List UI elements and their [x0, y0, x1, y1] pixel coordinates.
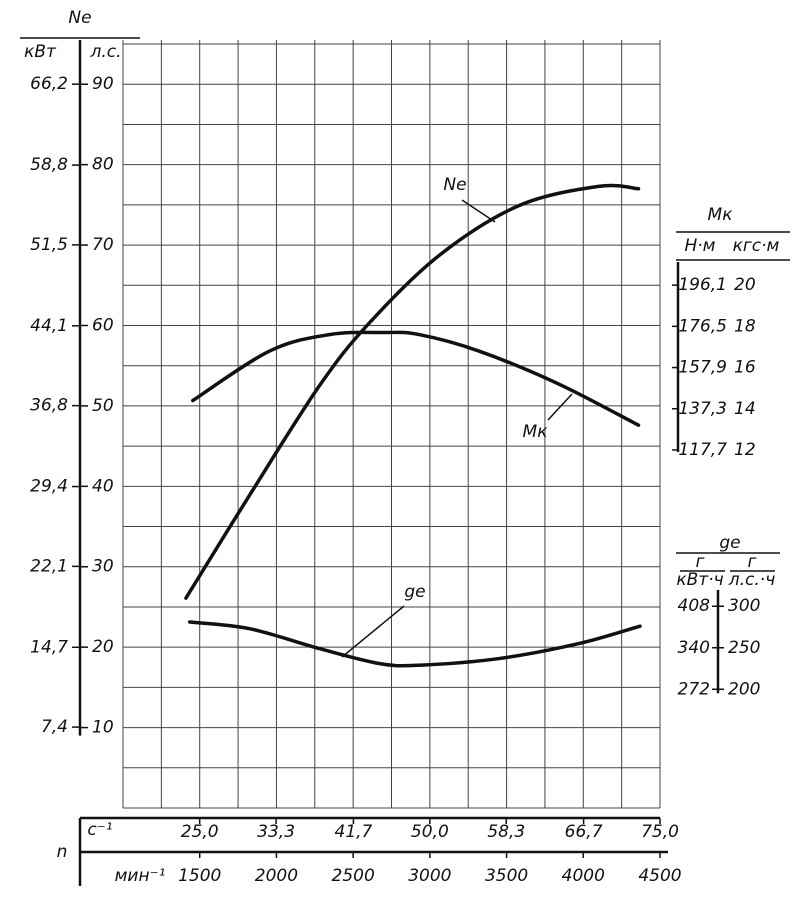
mk-tick-label: 12 — [734, 440, 756, 460]
x-tick-label: 4500 — [638, 866, 681, 886]
y-unit-hp: л.с. — [89, 42, 121, 62]
mk-tick-label: 16 — [734, 358, 756, 378]
series-label: Mк — [523, 422, 549, 442]
ge-unit-kw-top: г — [696, 552, 705, 572]
curve — [187, 620, 642, 668]
x2-tick-label: 66,7 — [565, 822, 603, 842]
mk-tick-label: 14 — [734, 399, 756, 419]
ge-unit-hp-top: г — [748, 552, 757, 572]
y-title: Ne — [68, 8, 91, 28]
y-kw-tick-label: 66,2 — [30, 74, 68, 94]
mk-unit-kgf: кгс·м — [733, 236, 780, 256]
x2-unit: с⁻¹ — [87, 820, 112, 840]
ge-title: ge — [719, 533, 740, 553]
y-tick-label: 10 — [92, 718, 114, 738]
y-kw-tick-label: 14,7 — [30, 637, 68, 657]
y-kw-tick-label: 7,4 — [41, 717, 68, 737]
x-tick-label: 2500 — [332, 866, 375, 886]
y-tick-label: 50 — [92, 396, 114, 416]
leader-line — [547, 393, 573, 421]
mk-nm-tick-label: 176,5 — [678, 316, 727, 336]
mk-nm-tick-label: 137,3 — [678, 399, 727, 419]
x-tick-label: 2000 — [255, 866, 298, 886]
x-tick-label: 3000 — [408, 866, 451, 886]
y-tick-label: 60 — [92, 315, 114, 335]
y-tick-label: 40 — [92, 476, 114, 496]
x2-tick-label: 58,3 — [487, 822, 525, 842]
mk-tick-label: 18 — [734, 316, 756, 336]
mk-nm-tick-label: 196,1 — [678, 275, 727, 295]
ge-tick-label: 300 — [728, 596, 760, 616]
ge-unit-hp-bottom: л.с.·ч — [728, 570, 775, 590]
mk-nm-tick-label: 157,9 — [678, 358, 727, 378]
y-tick-label: 80 — [92, 155, 114, 175]
x-tick-label: 1500 — [178, 866, 221, 886]
x-unit: мин⁻¹ — [115, 866, 166, 886]
x2-tick-label: 41,7 — [335, 822, 373, 842]
y-kw-tick-label: 36,8 — [30, 396, 68, 416]
x2-tick-label: 75,0 — [641, 822, 679, 842]
mk-nm-tick-label: 117,7 — [678, 440, 727, 460]
x2-tick-label: 33,3 — [257, 822, 295, 842]
mk-title: Mк — [708, 205, 734, 225]
y-kw-tick-label: 51,5 — [30, 235, 68, 255]
x-tick-label: 3500 — [485, 866, 528, 886]
ge-kw-tick-label: 340 — [678, 638, 710, 658]
ge-tick-label: 200 — [728, 679, 760, 699]
x2-tick-label: 50,0 — [411, 822, 449, 842]
curve — [184, 183, 641, 600]
curve — [191, 330, 641, 427]
leader-line — [461, 199, 496, 223]
ge-kw-tick-label: 272 — [678, 679, 710, 699]
x2-tick-label: 25,0 — [181, 822, 219, 842]
series-label: Ne — [443, 175, 466, 195]
y-kw-tick-label: 29,4 — [30, 477, 68, 497]
y-tick-label: 20 — [92, 637, 114, 657]
ge-kw-tick-label: 408 — [678, 596, 711, 616]
mk-tick-label: 20 — [734, 275, 756, 295]
y-kw-tick-label: 44,1 — [30, 316, 68, 336]
mk-unit-nm: Н·м — [684, 236, 715, 256]
y-unit-kw: кВт — [24, 42, 57, 62]
ge-unit-kw-bottom: кВт·ч — [676, 570, 723, 590]
x-label: n — [57, 842, 68, 862]
y-kw-tick-label: 22,1 — [30, 556, 68, 576]
series-label: ge — [404, 582, 425, 602]
leader-line — [341, 605, 405, 658]
x-tick-label: 4000 — [562, 866, 605, 886]
y-kw-tick-label: 58,8 — [30, 155, 68, 175]
y-tick-label: 70 — [92, 235, 114, 255]
ge-tick-label: 250 — [728, 638, 760, 658]
y-tick-label: 30 — [92, 557, 114, 577]
y-tick-label: 90 — [92, 74, 114, 94]
